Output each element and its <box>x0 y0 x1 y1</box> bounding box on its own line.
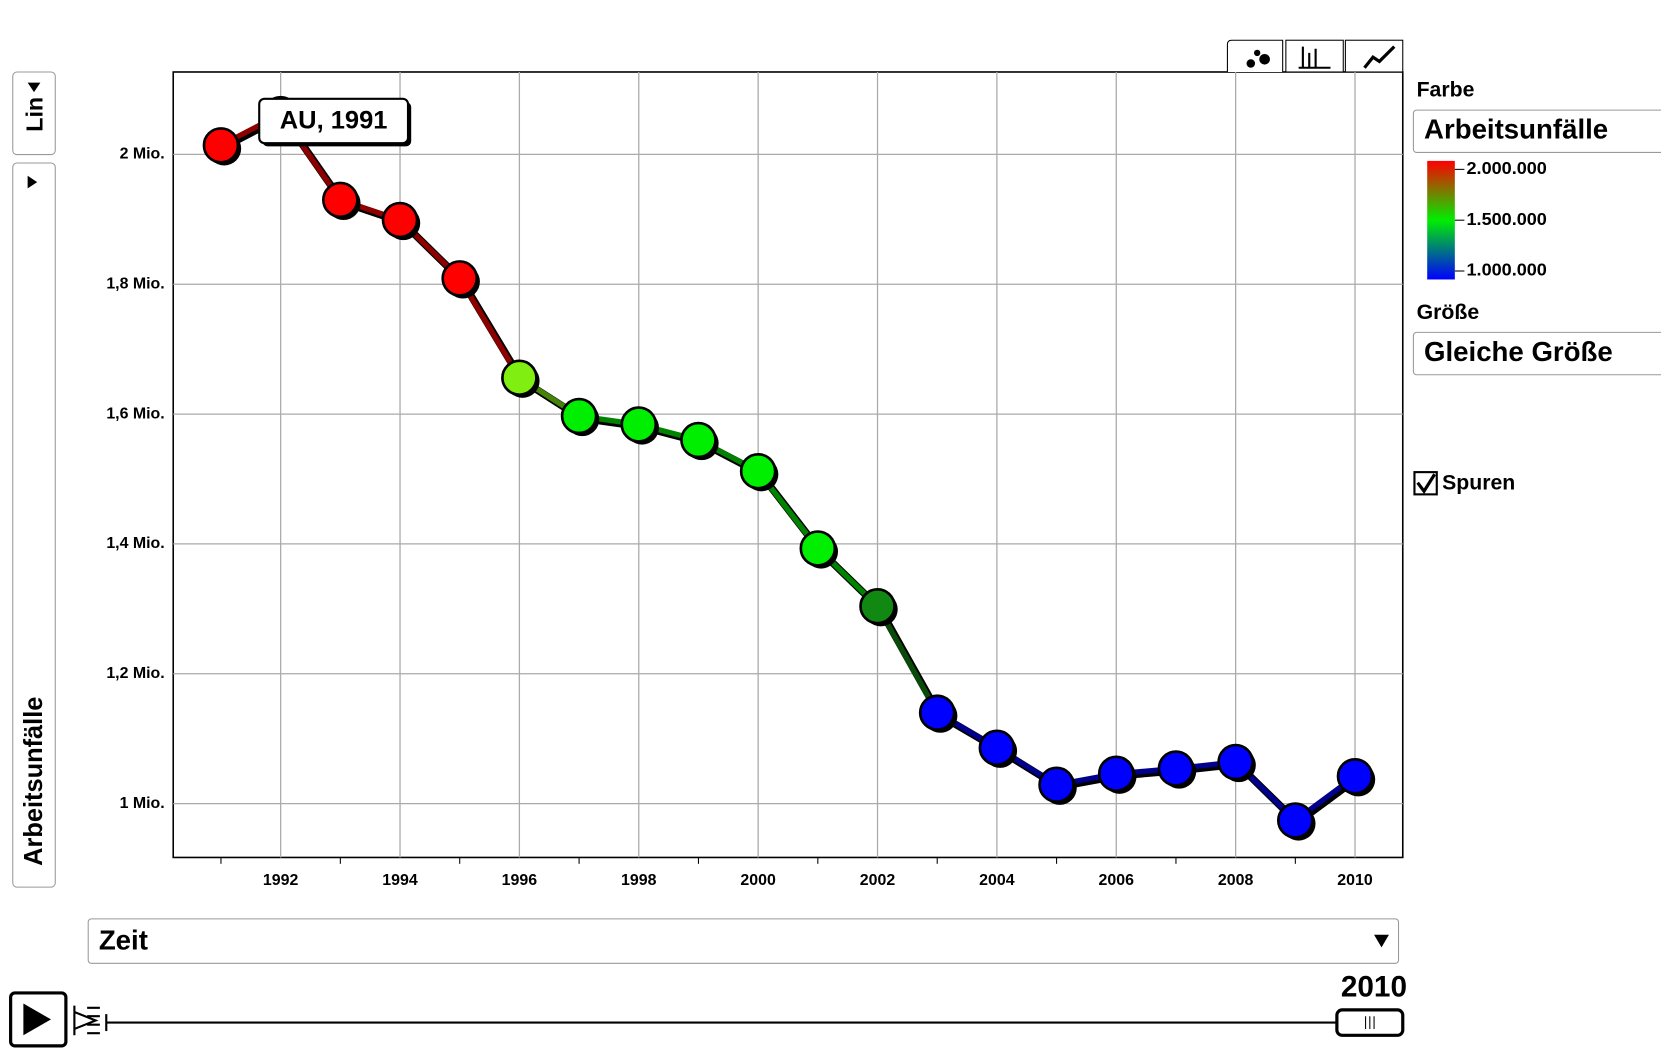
point <box>560 397 598 435</box>
legend-bar <box>1427 160 1455 280</box>
legend-label: 2.000.000 <box>1467 158 1547 178</box>
scale-button-label: Lin <box>21 97 47 132</box>
point <box>918 694 956 731</box>
point <box>1097 755 1135 792</box>
play-icon <box>23 1003 52 1036</box>
color-selector-value: Arbeitsunfälle <box>1424 114 1608 145</box>
x-tick-label: 2006 <box>1099 872 1135 889</box>
x-tick-label: 1996 <box>502 872 538 889</box>
point <box>381 201 419 239</box>
point <box>202 127 240 164</box>
x-tick-label: 2002 <box>860 872 896 889</box>
size-selector[interactable] <box>1412 331 1661 376</box>
size-label: Größe <box>1417 301 1480 324</box>
x-axis-selector[interactable] <box>87 918 1400 964</box>
point <box>1217 743 1254 781</box>
x-tick-label: 2010 <box>1337 872 1373 889</box>
y-axis-selector[interactable] <box>12 162 56 888</box>
dropdown-arrow <box>27 82 41 93</box>
tab-icon <box>1253 49 1261 57</box>
tab-icon <box>1363 45 1396 69</box>
series <box>202 95 1376 841</box>
y-axis-label: Arbeitsunfälle <box>20 697 48 866</box>
x-tick-label: 2000 <box>740 872 776 889</box>
tab-icon <box>1246 59 1256 68</box>
legend-label: 1.000.000 <box>1467 260 1547 280</box>
point <box>978 729 1016 767</box>
thumb-grip <box>1365 1016 1375 1029</box>
legend-label: 1.500.000 <box>1467 209 1547 229</box>
point <box>322 181 359 219</box>
tooltip-label: AU, 1991 <box>280 107 388 135</box>
dropdown-arrow <box>27 175 38 189</box>
color-label: Farbe <box>1417 79 1475 102</box>
y-tick-label: 1 Mio. <box>120 795 165 812</box>
point <box>1157 750 1195 787</box>
x-axis-label: Zeit <box>99 924 148 955</box>
color-legend: 2.000.000 1.500.000 1.000.000 <box>1427 158 1547 280</box>
tab-icon <box>1259 53 1270 65</box>
x-tick-label: 2008 <box>1218 872 1254 889</box>
chart-type-tabs <box>1226 39 1404 73</box>
point <box>799 530 837 567</box>
scale-button[interactable] <box>12 71 56 156</box>
point <box>859 587 896 625</box>
bubble-tab[interactable] <box>1226 39 1284 72</box>
tab-icon <box>1298 46 1331 69</box>
point <box>1276 802 1314 839</box>
point <box>1336 758 1374 795</box>
x-tick-label: 2004 <box>979 872 1015 889</box>
color-selector[interactable] <box>1412 109 1661 153</box>
point <box>620 406 658 443</box>
x-tick-label: 1992 <box>263 872 299 889</box>
tooltip-box <box>258 97 410 145</box>
dropdown-arrow <box>1374 934 1389 948</box>
trails-label: Spuren <box>1442 471 1515 494</box>
y-tick-label: 1,8 Mio. <box>106 275 164 292</box>
y-tick-label: 1,6 Mio. <box>106 405 164 422</box>
x-tick-label: 1994 <box>382 872 418 889</box>
y-tick-label: 1,2 Mio. <box>106 665 164 682</box>
x-tick-label: 1998 <box>621 872 657 889</box>
time-value: 2010 <box>1341 971 1407 1004</box>
point <box>441 260 479 297</box>
size-selector-value: Gleiche Größe <box>1424 336 1613 367</box>
y-tick-label: 2 Mio. <box>120 146 165 163</box>
point <box>1038 766 1075 804</box>
point <box>739 452 777 490</box>
point <box>501 359 538 396</box>
point <box>680 421 717 459</box>
y-tick-label: 1,4 Mio. <box>106 535 164 552</box>
speed-control[interactable] <box>73 1005 100 1036</box>
checkmark <box>1416 473 1436 494</box>
plot: 1 Mio. 1,2 Mio. 1,4 Mio. 1,6 Mio. 1,8 Mio. 2 … <box>106 71 1403 889</box>
plot-area <box>172 71 1404 859</box>
